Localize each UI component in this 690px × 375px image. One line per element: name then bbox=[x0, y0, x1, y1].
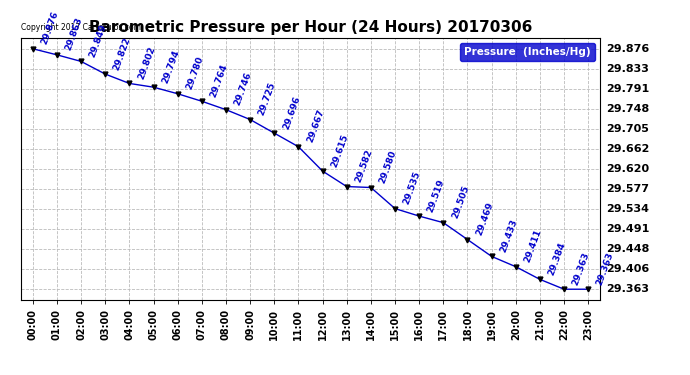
Text: 29.615: 29.615 bbox=[330, 133, 350, 168]
Text: 29.863: 29.863 bbox=[64, 16, 84, 52]
Text: 29.582: 29.582 bbox=[354, 148, 374, 184]
Text: 29.662: 29.662 bbox=[606, 144, 649, 154]
Text: 29.705: 29.705 bbox=[606, 124, 649, 134]
Text: 29.620: 29.620 bbox=[606, 164, 649, 174]
Text: 29.696: 29.696 bbox=[282, 94, 302, 130]
Text: 29.363: 29.363 bbox=[571, 251, 591, 286]
Text: 29.363: 29.363 bbox=[595, 251, 615, 286]
Text: 29.833: 29.833 bbox=[606, 64, 649, 74]
Text: 29.822: 29.822 bbox=[112, 36, 132, 71]
Text: 29.780: 29.780 bbox=[185, 55, 205, 91]
Text: 29.802: 29.802 bbox=[137, 45, 157, 81]
Text: 29.876: 29.876 bbox=[606, 44, 649, 54]
Text: 29.448: 29.448 bbox=[606, 244, 649, 254]
Text: 29.580: 29.580 bbox=[378, 149, 398, 185]
Text: 29.876: 29.876 bbox=[40, 10, 60, 46]
Text: 29.406: 29.406 bbox=[606, 264, 649, 274]
Text: 29.746: 29.746 bbox=[233, 71, 253, 107]
Text: 29.791: 29.791 bbox=[606, 84, 649, 94]
Legend: Pressure  (Inches/Hg): Pressure (Inches/Hg) bbox=[460, 43, 595, 61]
Text: 29.433: 29.433 bbox=[499, 218, 519, 254]
Text: 29.577: 29.577 bbox=[606, 184, 649, 194]
Text: 29.534: 29.534 bbox=[606, 204, 649, 214]
Text: 29.363: 29.363 bbox=[606, 284, 649, 294]
Text: 29.725: 29.725 bbox=[257, 81, 277, 117]
Text: Copyright 2017 Cartreulos.com: Copyright 2017 Cartreulos.com bbox=[21, 23, 141, 32]
Text: 29.849: 29.849 bbox=[88, 22, 108, 58]
Text: 29.535: 29.535 bbox=[402, 170, 422, 206]
Text: 29.794: 29.794 bbox=[161, 48, 181, 84]
Text: 29.505: 29.505 bbox=[451, 184, 471, 220]
Text: 29.384: 29.384 bbox=[547, 241, 567, 277]
Text: 29.519: 29.519 bbox=[426, 177, 446, 213]
Title: Barometric Pressure per Hour (24 Hours) 20170306: Barometric Pressure per Hour (24 Hours) … bbox=[89, 20, 532, 35]
Text: 29.764: 29.764 bbox=[209, 63, 229, 99]
Text: 29.469: 29.469 bbox=[475, 201, 495, 237]
Text: 29.411: 29.411 bbox=[523, 228, 543, 264]
Text: 29.748: 29.748 bbox=[606, 104, 649, 114]
Text: 29.491: 29.491 bbox=[606, 224, 649, 234]
Text: 29.667: 29.667 bbox=[306, 108, 326, 144]
